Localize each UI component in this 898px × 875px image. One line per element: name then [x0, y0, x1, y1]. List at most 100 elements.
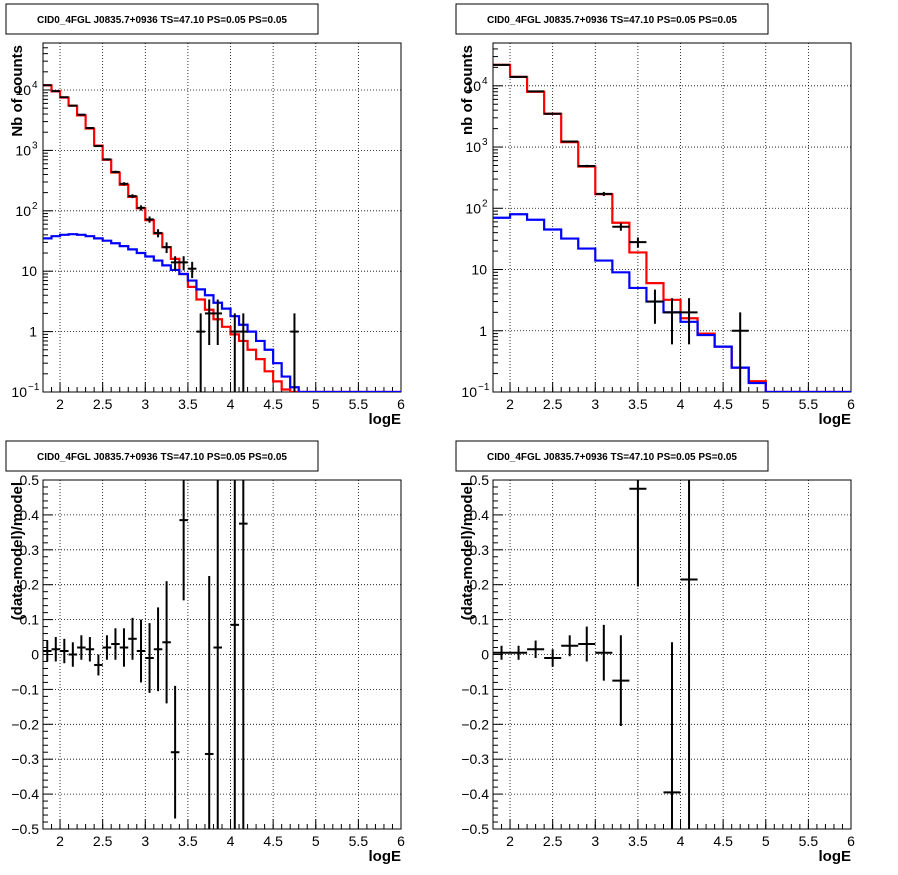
- y-tick-label: −0.2: [11, 716, 39, 732]
- y-tick-label: 0.4: [470, 507, 490, 523]
- x-tick-label: 4: [227, 396, 235, 412]
- data-point: [493, 645, 511, 660]
- x-tick-label: 6: [397, 396, 405, 412]
- x-tick-label: 4: [677, 833, 685, 849]
- x-tick-label: 2.5: [543, 396, 563, 412]
- chart-title: CID0_4FGL J0835.7+0936 TS=47.10 PS=0.05 …: [37, 452, 287, 463]
- x-tick-label: 3: [141, 396, 149, 412]
- y-axis-label: (data-model)/model: [9, 482, 26, 620]
- data-point: [68, 642, 78, 667]
- y-tick-label: 10: [15, 203, 31, 219]
- y-tick-label: 10: [15, 82, 31, 98]
- x-tick-label: 5.5: [349, 833, 369, 849]
- data-point: [527, 90, 545, 93]
- data-point: [578, 164, 596, 168]
- y-tick-label: −0.4: [461, 786, 489, 802]
- y-axis-label: (data-model)/model: [459, 482, 476, 620]
- data-point: [731, 312, 749, 392]
- chart-panel-2: CID0_4FGL J0835.7+0936 TS=47.10 PS=0.05 …: [455, 3, 855, 428]
- x-tick-label: 3: [591, 833, 599, 849]
- data-point: [162, 581, 171, 704]
- histogram-series-blue: [43, 233, 401, 392]
- data-point: [60, 638, 69, 664]
- y-tick-label: 0: [481, 647, 489, 663]
- data-point: [111, 170, 120, 174]
- data-point: [561, 635, 579, 657]
- y-tick-label: 0.3: [470, 542, 490, 558]
- y-axis-label: Nb of counts: [9, 45, 26, 137]
- data-point: [136, 205, 146, 211]
- x-tick-label: 6: [847, 396, 855, 412]
- title-box: [5, 3, 319, 35]
- data-point: [561, 140, 579, 143]
- x-tick-label: 3.5: [628, 396, 648, 412]
- data-point: [578, 626, 596, 662]
- data-point: [544, 112, 562, 115]
- data-point: [612, 635, 630, 727]
- data-point: [85, 637, 95, 662]
- data-point: [102, 635, 112, 660]
- x-axis-label: logE: [369, 848, 402, 865]
- data-point: [239, 480, 248, 829]
- data-point: [612, 223, 630, 231]
- y-tick-label: 10: [461, 384, 477, 400]
- y-axis-label: nb of counts: [459, 45, 476, 135]
- x-tick-label: 5.5: [799, 833, 819, 849]
- histogram-series-red: [43, 84, 401, 392]
- y-tick-exponent: 2: [482, 198, 488, 209]
- data-point: [94, 145, 103, 148]
- chart-panel-1: CID0_4FGL J0835.7+0936 TS=47.10 PS=0.05 …: [5, 3, 405, 428]
- data-point: [102, 158, 112, 161]
- data-point: [162, 242, 171, 254]
- x-tick-label: 6: [397, 833, 405, 849]
- data-points: [493, 63, 749, 392]
- y-tick-label: 10: [465, 78, 481, 94]
- x-tick-label: 3.5: [178, 396, 198, 412]
- x-tick-label: 4.5: [263, 833, 283, 849]
- data-point: [204, 575, 214, 829]
- data-point: [170, 685, 180, 819]
- y-tick-exponent: 4: [482, 76, 488, 87]
- data-point: [595, 624, 613, 681]
- grid: [43, 43, 401, 392]
- y-tick-label: 1: [29, 324, 37, 340]
- x-tick-label: 5: [312, 833, 320, 849]
- data-point: [629, 237, 647, 248]
- plot-frame: [42, 42, 402, 393]
- y-tick-label: 0.1: [20, 612, 40, 628]
- y-tick-label: 0.2: [20, 577, 40, 593]
- x-tick-label: 3: [141, 833, 149, 849]
- y-tick-label: −0.1: [11, 681, 39, 697]
- data-point: [213, 480, 222, 829]
- x-tick-label: 2.5: [543, 833, 563, 849]
- chart-panel-4: CID0_4FGL J0835.7+0936 TS=47.10 PS=0.05 …: [455, 440, 855, 865]
- y-tick-label: −0.3: [11, 751, 39, 767]
- y-tick-label: 10: [465, 139, 481, 155]
- data-points: [43, 84, 299, 392]
- data-point: [187, 261, 197, 279]
- data-points: [43, 480, 248, 829]
- y-tick-label: 0.5: [20, 472, 40, 488]
- y-tick-label: 0.2: [470, 577, 490, 593]
- chart-title: CID0_4FGL J0835.7+0936 TS=47.10 PS=0.05 …: [487, 15, 737, 26]
- data-point: [77, 635, 86, 660]
- data-point: [43, 640, 52, 662]
- y-tick-label: −0.4: [11, 786, 39, 802]
- data-point: [290, 313, 299, 392]
- x-axis-label: logE: [819, 848, 852, 865]
- title-box: [5, 440, 319, 472]
- x-tick-label: 2.5: [93, 396, 113, 412]
- y-tick-label: 0.4: [20, 507, 40, 523]
- data-point: [128, 194, 137, 199]
- y-tick-exponent: 3: [32, 140, 38, 151]
- data-point: [119, 182, 129, 186]
- x-tick-label: 2: [56, 833, 64, 849]
- data-point: [680, 480, 698, 829]
- data-point: [136, 619, 146, 683]
- x-tick-label: 4: [677, 396, 685, 412]
- y-tick-label: 10: [11, 384, 27, 400]
- x-tick-label: 2: [56, 396, 64, 412]
- y-tick-label: −0.2: [461, 716, 489, 732]
- data-point: [51, 90, 61, 93]
- x-tick-label: 3.5: [628, 833, 648, 849]
